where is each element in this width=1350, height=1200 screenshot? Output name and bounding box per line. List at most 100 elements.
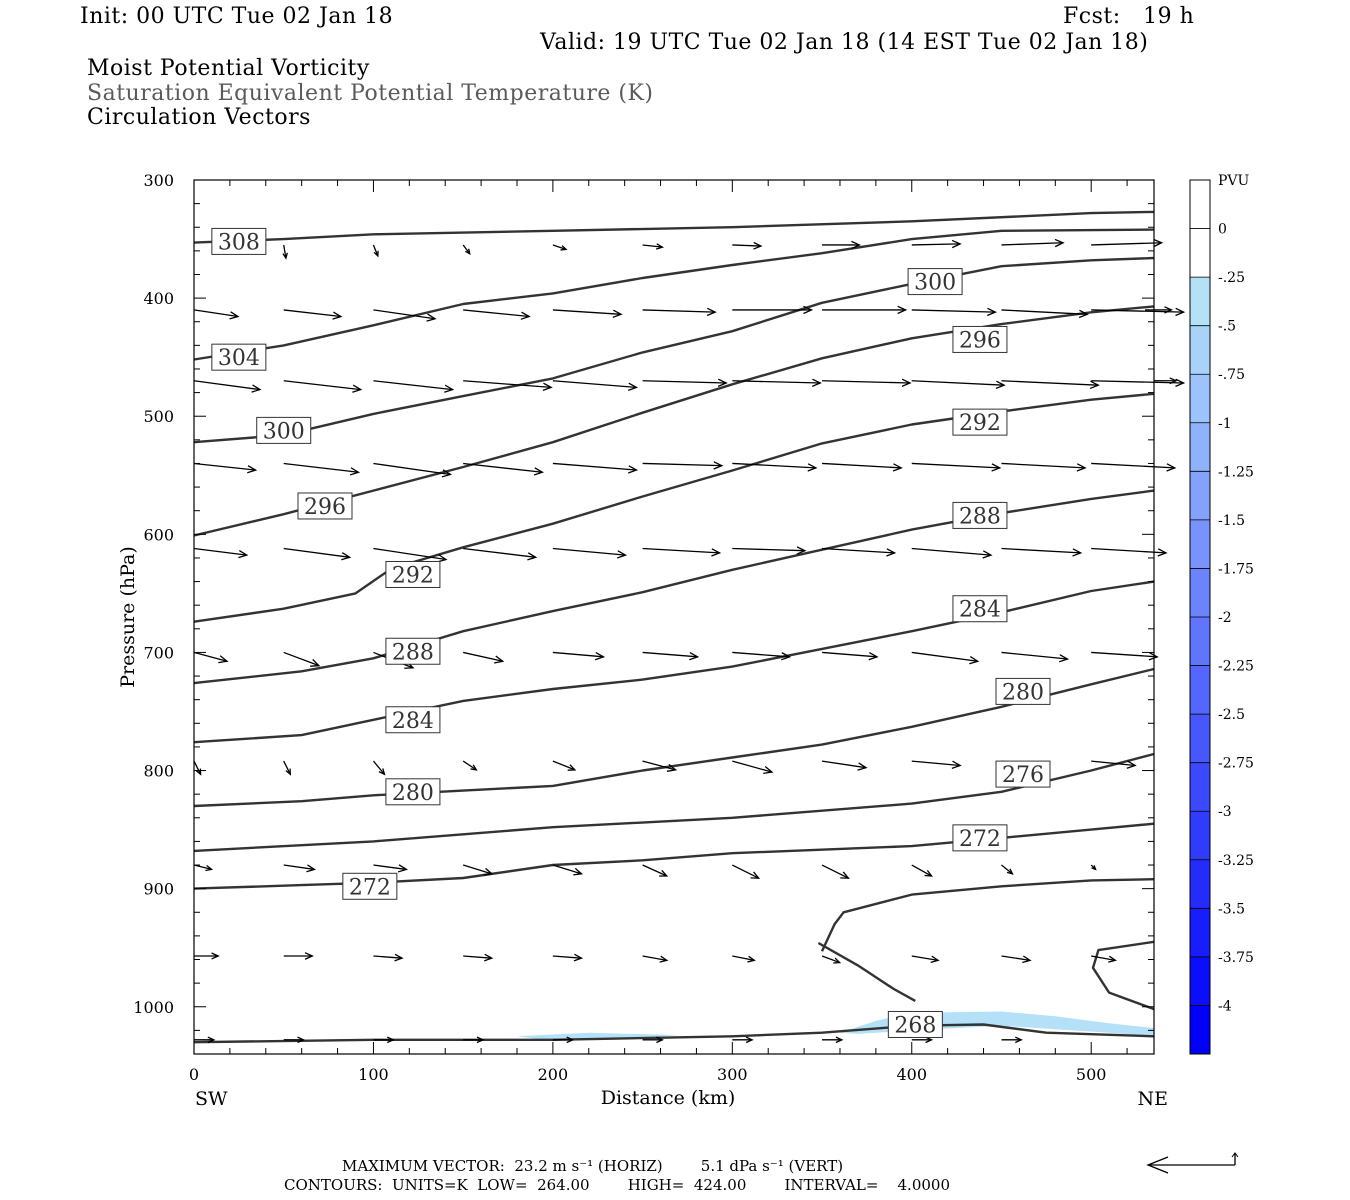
vector-arrow [193,380,262,393]
vector-arrow [1091,547,1168,557]
vector-arrow [552,953,584,962]
y-tick-label: 500 [143,407,174,426]
vector-arrow [1001,547,1083,557]
colorbar-label: -.5 [1218,319,1236,335]
vector-arrow [911,955,940,963]
vector-arrow [822,462,903,472]
vector-arrow [193,462,258,474]
svg-text:268: 268 [894,1013,936,1038]
vector-arrow [911,307,997,317]
contour-label-280: 280 [385,778,441,806]
svg-text:308: 308 [218,230,260,255]
vector-arrow [911,1036,934,1044]
forecast-hour: Fcst: 19 h [1063,4,1195,29]
y-tick-label: 700 [143,643,174,662]
colorbar-swatch [1190,665,1210,715]
vector-arrow [1091,238,1164,248]
svg-text:272: 272 [959,827,1001,852]
vector-arrow [373,309,437,322]
svg-text:284: 284 [392,709,434,734]
max-vector-note: MAXIMUM VECTOR: 23.2 m s⁻¹ (HORIZ) 5.1 d… [342,1157,844,1175]
vector-arrow [911,239,962,249]
vector-arrow [462,244,471,256]
vector-arrow [642,955,669,963]
x-tick-label: 0 [189,1065,199,1084]
vector-arrow [373,462,453,478]
colorbar-label: -2.25 [1218,659,1254,675]
vector-arrow [283,651,321,667]
colorbar-swatch [1190,471,1210,521]
x-end-label-sw: SW [195,1088,228,1110]
vector-arrow [194,952,220,960]
vector-arrow [822,1036,844,1044]
vector-arrow [911,462,1002,472]
colorbar-label: -3.25 [1218,853,1254,869]
field-title-theta-es: Saturation Equivalent Potential Temperat… [87,81,654,106]
vector-arrow [911,651,980,665]
svg-text:300: 300 [914,271,956,296]
x-tick-label: 400 [896,1065,927,1084]
vector-arrow [1090,864,1097,871]
contour-label-276: 276 [995,760,1051,788]
contour-line-268 [193,1023,1155,1044]
vector-arrow [642,461,724,470]
colorbar-label: -2.5 [1218,707,1245,723]
contour-label-296: 296 [297,492,353,520]
contour-label-288: 288 [952,501,1008,529]
vector-arrow [552,651,606,661]
colorbar-label: -3.5 [1218,901,1245,917]
vector-arrow [283,1036,306,1044]
vector-arrow [193,651,229,664]
contour-line-296 [193,305,1155,537]
svg-text:300: 300 [263,419,305,444]
vector-arrow [732,1036,754,1044]
pv-shading [517,1011,1154,1040]
contour-label-292: 292 [952,408,1008,436]
colorbar-label: -.25 [1218,270,1245,286]
vector-arrow [732,760,774,775]
vector-arrow [642,1036,664,1044]
contour-line-272 [193,822,1155,890]
vector-arrow [463,651,505,664]
colorbar-swatch [1190,277,1210,327]
vector-arrow [1145,306,1174,314]
vector-arrow [463,309,531,320]
init-time: Init: 00 UTC Tue 02 Jan 18 [80,4,394,29]
colorbar-swatch [1190,956,1210,1006]
vector-arrow [732,462,818,472]
vector-arrow [1001,1036,1023,1044]
vector-arrow [1154,377,1178,385]
vector-arrow [1091,462,1177,472]
vector-arrow [283,760,292,776]
contour-line-288 [193,489,1155,685]
contour-line-300 [193,256,1155,444]
axes: 0 100 200 300 400 500 300 400 500 600 700 800 900 100… [133,171,1154,1084]
x-axis-label: Distance (km) [601,1087,736,1109]
vector-arrow [732,955,756,963]
vector-arrow [821,760,868,771]
colorbar-label: -1 [1218,416,1232,432]
vector-arrow [732,651,792,661]
contour-line-segment-11 [817,941,916,1002]
svg-text:272: 272 [349,875,391,900]
vector-arrow [283,462,361,476]
field-title-mpv: Moist Potential Vorticity [87,56,370,81]
svg-text:292: 292 [392,563,434,588]
contour-label-272: 272 [952,824,1008,852]
vector-arrow [1091,955,1117,963]
contour-label-308: 308 [211,227,267,255]
vector-arrow [642,243,664,250]
vector-arrow [552,864,583,876]
contour-labels: 308 304 300 300 296 296 292 292 288 288 284 284 280 2… [211,227,1051,1038]
vector-arrow [1001,864,1014,875]
vector-arrow [463,953,494,962]
colorbar-label: -2 [1218,610,1232,626]
vector-arrow [463,462,544,476]
y-tick-label: 1000 [133,998,174,1017]
circulation-vectors [193,238,1186,1044]
vector-arrow [552,244,568,251]
colorbar-swatch [1190,325,1210,375]
vector-arrow [821,955,842,964]
contour-label-280: 280 [995,677,1051,705]
